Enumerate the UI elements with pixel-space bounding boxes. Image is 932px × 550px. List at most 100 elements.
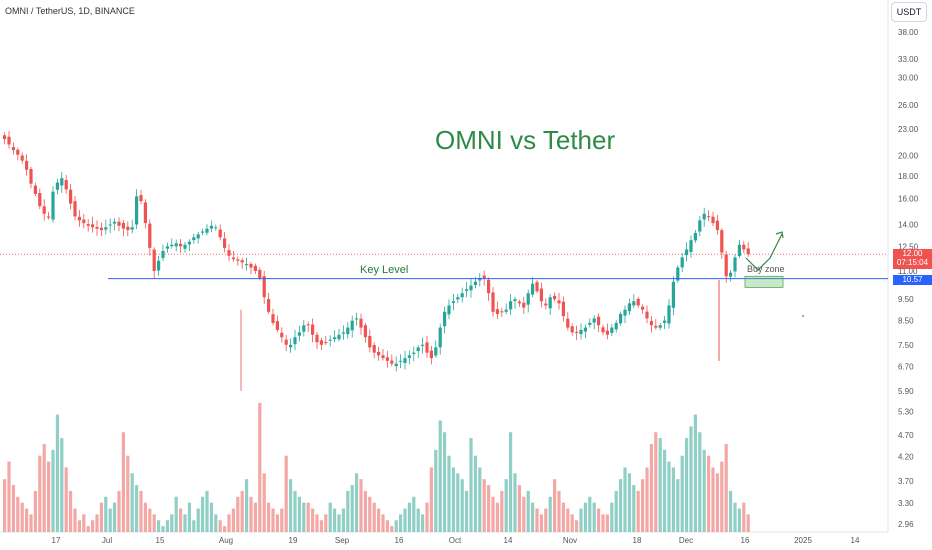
candle-body	[513, 299, 517, 302]
volume-bar	[548, 496, 552, 532]
y-tick-label: 23.00	[898, 125, 919, 134]
volume-bar	[143, 502, 147, 532]
volume-bar	[443, 432, 447, 532]
volume-bar	[258, 402, 262, 532]
candle-body	[645, 311, 649, 319]
candle-body	[64, 180, 68, 190]
x-tick-label: Jul	[102, 536, 112, 545]
candle-body	[368, 335, 372, 348]
candle-body	[29, 168, 33, 184]
candle-body	[381, 355, 385, 359]
candle-body	[148, 223, 152, 248]
candle-body	[372, 345, 376, 353]
candle-body	[403, 358, 407, 363]
candle-body	[720, 230, 724, 253]
candle-body	[11, 147, 15, 151]
volume-bar	[438, 420, 442, 532]
y-tick-label: 14.00	[898, 220, 919, 229]
volume-bar	[377, 508, 381, 532]
candle-body	[579, 329, 583, 335]
x-tick-label: 2025	[794, 536, 812, 545]
candle-body	[306, 324, 310, 326]
candle-body	[702, 213, 706, 220]
candle-body	[223, 238, 227, 248]
volume-bar	[99, 502, 103, 532]
y-tick-label: 20.00	[898, 152, 919, 161]
y-tick-label: 33.00	[898, 55, 919, 64]
volume-bar	[610, 502, 614, 532]
candle-body	[632, 301, 636, 306]
volume-bar	[575, 520, 579, 532]
candle-body	[179, 243, 183, 247]
candle-body	[231, 257, 235, 260]
volume-bar	[55, 414, 59, 532]
candle-body	[253, 265, 257, 271]
volume-bar	[306, 502, 310, 532]
candle-body	[421, 344, 425, 346]
x-tick-label: 15	[156, 536, 165, 545]
volume-bar	[91, 520, 95, 532]
volume-bar	[385, 520, 389, 532]
volume-bar	[526, 490, 530, 532]
volume-bar	[16, 496, 20, 532]
volume-bar	[421, 514, 425, 532]
candle-body	[680, 257, 684, 268]
volume-bar	[447, 455, 451, 532]
volume-bar	[104, 496, 108, 532]
symbol-header: OMNI / TetherUS, 1D, BINANCE	[5, 6, 135, 16]
candle-body	[55, 182, 59, 190]
volume-bar	[737, 508, 741, 532]
candle-body	[592, 318, 596, 323]
candle-body	[205, 228, 209, 233]
volume-bar	[157, 520, 161, 532]
candle-body	[526, 293, 530, 305]
volume-bar	[363, 490, 367, 532]
volume-bar	[192, 520, 196, 532]
volume-bar	[429, 467, 433, 532]
volume-bar	[187, 502, 191, 532]
candle-body	[227, 250, 231, 256]
candle-body	[157, 260, 161, 271]
candle-body	[566, 318, 570, 328]
currency-button[interactable]: USDT	[891, 2, 927, 22]
candle-body	[724, 254, 728, 277]
candle-body	[412, 352, 416, 354]
volume-bar	[601, 514, 605, 532]
candle-body	[495, 309, 499, 314]
candle-body	[262, 276, 266, 298]
y-tick-label: 9.50	[898, 295, 914, 304]
volume-bar	[69, 490, 73, 532]
volume-bar	[284, 455, 288, 532]
volume-bar	[297, 496, 301, 532]
candle-body	[601, 327, 605, 333]
volume-bar	[60, 438, 64, 532]
candle-body	[258, 269, 262, 279]
candle-body	[289, 344, 293, 348]
candle-body	[333, 337, 337, 340]
candle-body	[245, 264, 249, 266]
candle-body	[487, 279, 491, 294]
volume-bar	[328, 502, 332, 532]
volume-bar	[170, 514, 174, 532]
candle-body	[407, 355, 411, 358]
candle-body	[337, 334, 341, 340]
candle-body	[491, 292, 495, 312]
candle-body	[42, 206, 46, 214]
candle-body	[456, 297, 460, 300]
volume-bar	[403, 508, 407, 532]
volume-bar	[645, 467, 649, 532]
volume-bar	[667, 461, 671, 532]
candle-body	[104, 227, 108, 230]
candle-body	[121, 222, 125, 229]
candle-body	[416, 347, 420, 352]
candle-body	[359, 318, 363, 328]
candle-body	[711, 216, 715, 224]
candle-body	[86, 224, 90, 226]
candle-body	[385, 357, 389, 361]
volume-bar	[47, 461, 51, 532]
volume-bar	[416, 508, 420, 532]
volume-bar	[707, 455, 711, 532]
x-tick-label: 16	[395, 536, 404, 545]
candle-body	[698, 220, 702, 232]
